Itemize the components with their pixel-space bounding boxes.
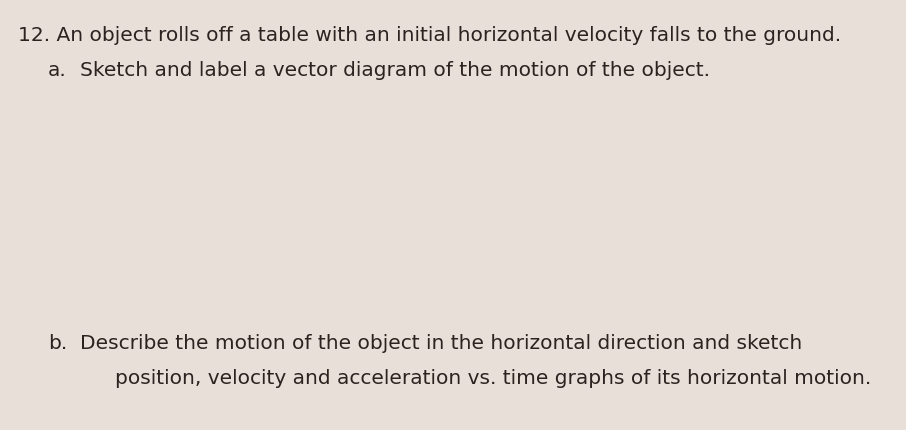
Text: a.: a.: [48, 61, 67, 80]
Text: Describe the motion of the object in the horizontal direction and sketch: Describe the motion of the object in the…: [80, 333, 802, 352]
Text: position, velocity and acceleration vs. time graphs of its horizontal motion.: position, velocity and acceleration vs. …: [115, 368, 872, 387]
Text: b.: b.: [48, 333, 67, 352]
Text: Sketch and label a vector diagram of the motion of the object.: Sketch and label a vector diagram of the…: [80, 61, 710, 80]
Text: 12. An object rolls off a table with an initial horizontal velocity falls to the: 12. An object rolls off a table with an …: [18, 26, 841, 45]
